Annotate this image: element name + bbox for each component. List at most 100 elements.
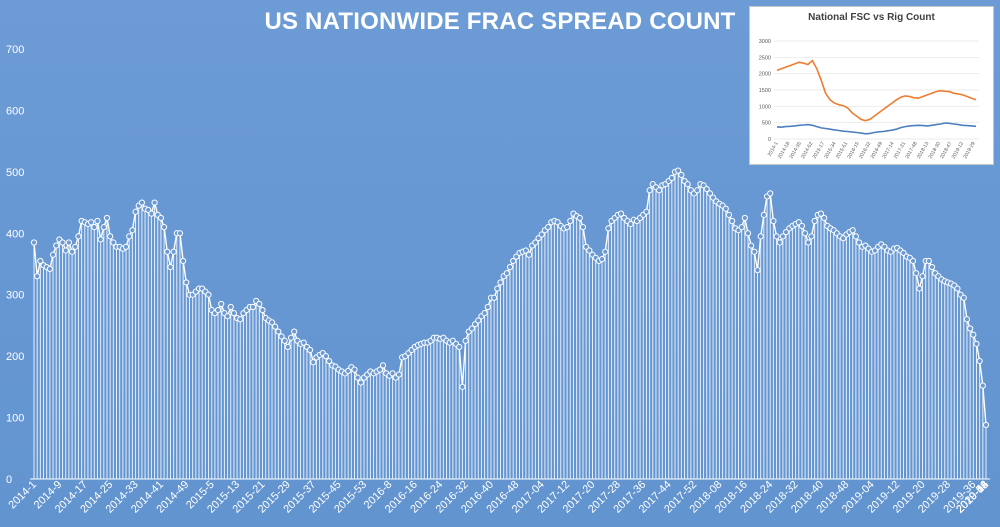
inset-chart-title: National FSC vs Rig Count — [808, 12, 935, 23]
data-point — [525, 251, 533, 258]
y-tick-label: 500 — [6, 167, 24, 179]
data-point — [852, 233, 859, 240]
data-point — [395, 371, 403, 378]
data-point — [148, 210, 155, 217]
data-point — [475, 317, 482, 324]
data-point — [75, 233, 82, 240]
data-point — [976, 357, 983, 365]
y-tick-label: 0 — [6, 474, 12, 486]
data-point — [468, 325, 476, 332]
inset-chart-panel: 0 500 1000 1500 2000 2500 3000 2014-1 2014-18 201… — [749, 6, 994, 165]
data-point — [100, 224, 107, 231]
data-point — [798, 222, 806, 230]
data-point — [456, 343, 463, 351]
data-point — [510, 257, 517, 265]
inset-series-line — [776, 59, 977, 122]
data-point — [88, 219, 95, 226]
data-point — [256, 300, 263, 308]
data-point — [46, 265, 53, 273]
data-point — [928, 263, 936, 271]
data-point — [776, 239, 783, 246]
data-point — [284, 343, 291, 351]
data-point — [684, 181, 691, 188]
inset-y-tick-label: 2500 — [759, 55, 771, 61]
data-point — [129, 227, 136, 234]
data-point — [103, 214, 111, 222]
data-point — [272, 323, 279, 330]
data-point — [389, 370, 396, 377]
data-point — [960, 294, 967, 301]
data-point — [65, 239, 73, 246]
data-point — [817, 210, 825, 217]
data-point — [954, 285, 961, 292]
data-point — [62, 247, 69, 254]
inset-series-line — [776, 122, 977, 135]
data-point — [725, 211, 733, 218]
data-point — [53, 242, 60, 249]
data-point — [107, 233, 114, 240]
data-point — [176, 230, 184, 237]
data-point — [770, 217, 777, 225]
data-point — [481, 310, 488, 317]
data-point — [122, 243, 130, 250]
data-point — [214, 306, 222, 314]
data-point — [675, 167, 682, 174]
inset-y-tick-label: 0 — [768, 137, 771, 143]
fsc-vs-rig-count-chart: 0500100015002000250030002014-12014-18201… — [759, 39, 979, 160]
data-point — [855, 239, 863, 246]
data-point — [757, 233, 764, 240]
data-point — [59, 239, 66, 246]
data-point — [741, 214, 748, 222]
data-point — [287, 334, 295, 341]
data-point — [617, 210, 625, 217]
data-point — [706, 190, 714, 197]
data-point — [522, 247, 529, 254]
data-point — [126, 233, 133, 240]
data-point — [183, 279, 190, 286]
data-point — [97, 236, 104, 243]
data-points — [30, 167, 990, 429]
data-point — [913, 270, 920, 277]
data-point — [506, 263, 514, 271]
data-point — [310, 359, 317, 366]
data-point — [459, 383, 466, 390]
data-point — [462, 337, 469, 344]
data-point — [218, 300, 225, 308]
data-point — [164, 248, 171, 255]
data-point — [722, 205, 729, 212]
y-tick-label: 600 — [6, 105, 24, 117]
data-point — [538, 231, 545, 238]
data-point — [354, 374, 361, 381]
data-point — [849, 227, 856, 234]
data-point — [779, 233, 787, 240]
data-point — [300, 339, 307, 346]
data-point — [259, 306, 266, 314]
data-point — [379, 362, 387, 369]
data-point — [909, 257, 917, 265]
data-point — [802, 230, 809, 237]
inset-y-tick-label: 500 — [762, 121, 771, 127]
data-point — [967, 325, 974, 332]
data-point — [811, 217, 818, 225]
data-point — [494, 285, 501, 292]
data-point — [643, 208, 650, 215]
data-point — [916, 285, 923, 292]
data-point — [979, 382, 986, 389]
data-point — [376, 366, 383, 373]
inset-y-tick-label: 1000 — [759, 104, 771, 110]
data-point — [224, 313, 231, 320]
data-point — [151, 199, 158, 206]
data-point — [738, 224, 745, 231]
data-point — [821, 214, 828, 222]
data-point — [564, 224, 571, 231]
data-point — [627, 220, 634, 228]
y-tick-label: 400 — [6, 228, 24, 240]
data-point — [748, 242, 755, 249]
data-point — [646, 187, 653, 194]
data-point — [970, 331, 977, 338]
data-point — [925, 257, 932, 265]
data-point — [278, 333, 285, 340]
data-point — [602, 248, 609, 255]
data-point — [656, 187, 663, 194]
